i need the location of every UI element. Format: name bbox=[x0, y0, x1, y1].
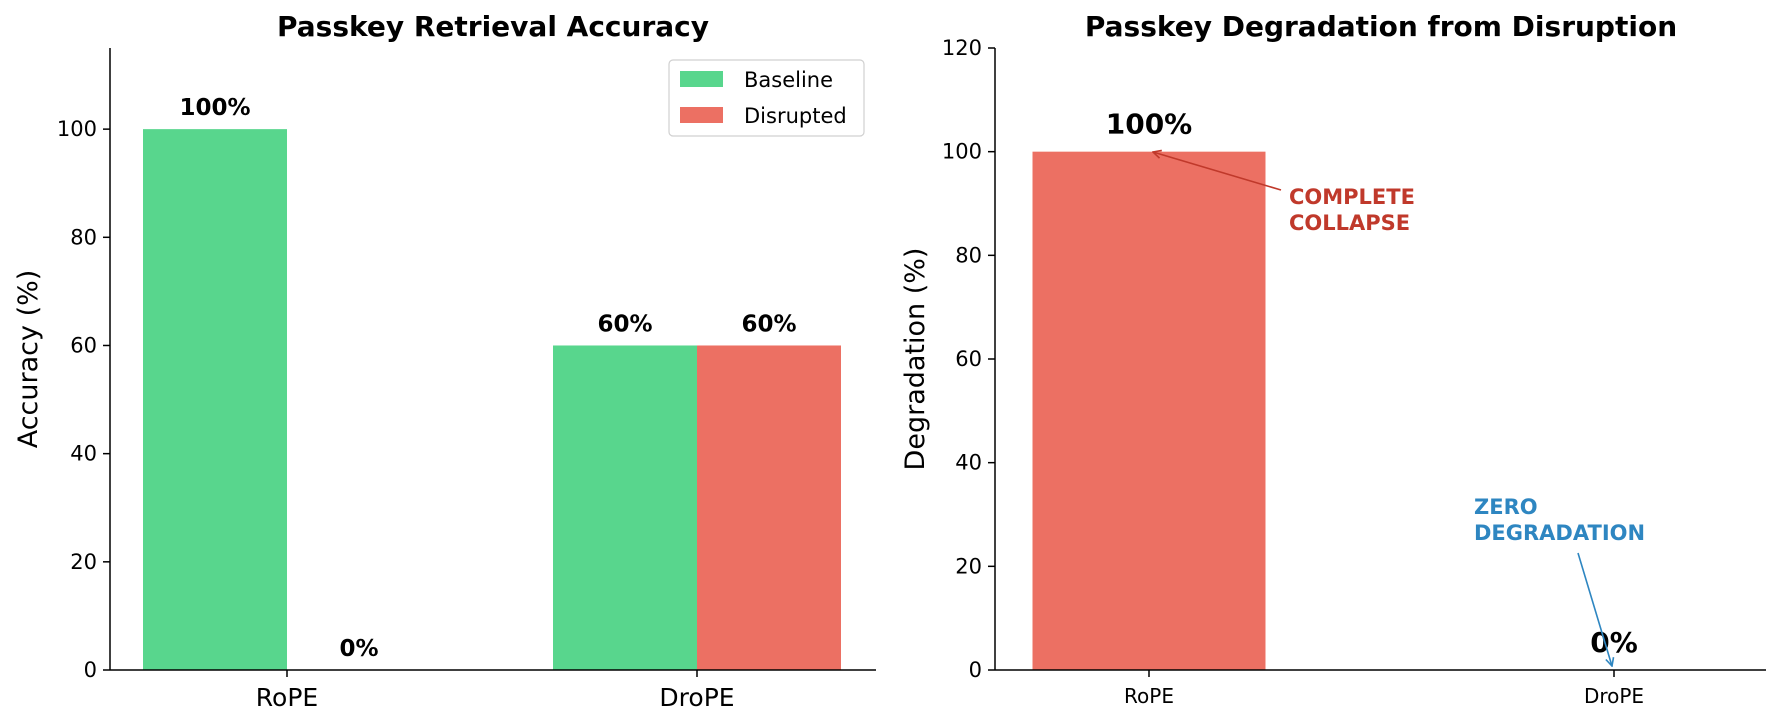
bar-baseline-drope bbox=[553, 345, 697, 670]
left-y-tick-label: 40 bbox=[70, 442, 97, 466]
right-y-tick-label: 120 bbox=[942, 36, 982, 60]
data-label-degradation-rope: 100% bbox=[1106, 108, 1193, 141]
right-x-ticks: RoPE DroPE bbox=[1124, 670, 1644, 708]
right-x-tick-label: DroPE bbox=[1584, 684, 1644, 708]
right-y-tick-label: 0 bbox=[969, 658, 982, 682]
right-y-ticks: 0 20 40 60 80 100 120 bbox=[942, 36, 995, 682]
legend: Baseline Disrupted bbox=[668, 59, 865, 137]
left-y-tick-label: 0 bbox=[84, 658, 97, 682]
legend-label-baseline: Baseline bbox=[744, 68, 833, 92]
data-label-baseline-rope: 100% bbox=[179, 95, 250, 121]
legend-label-disrupted: Disrupted bbox=[744, 104, 847, 128]
bar-disrupted-drope bbox=[697, 345, 841, 670]
left-y-tick-label: 60 bbox=[70, 333, 97, 357]
left-chart-title: Passkey Retrieval Accuracy bbox=[277, 10, 709, 43]
data-label-disrupted-drope: 60% bbox=[741, 311, 796, 337]
left-data-labels: 100% 60% 0% 60% bbox=[179, 95, 796, 662]
left-y-tick-label: 20 bbox=[70, 550, 97, 574]
data-label-degradation-drope: 0% bbox=[1590, 626, 1638, 659]
annotation-arrow-blue bbox=[1577, 552, 1612, 666]
annotation-complete-collapse-line1: COMPLETE bbox=[1289, 185, 1415, 209]
left-y-tick-label: 80 bbox=[70, 225, 97, 249]
left-bars bbox=[143, 129, 841, 670]
bar-baseline-rope bbox=[143, 129, 287, 670]
left-x-ticks: RoPE DroPE bbox=[256, 670, 735, 712]
right-chart-title: Passkey Degradation from Disruption bbox=[1085, 10, 1677, 43]
right-x-tick-label: RoPE bbox=[1124, 684, 1174, 708]
left-y-axis-label: Accuracy (%) bbox=[13, 270, 44, 449]
right-y-tick-label: 100 bbox=[942, 140, 982, 164]
degradation-chart: Passkey Degradation from Disruption 100%… bbox=[900, 10, 1766, 708]
right-y-axis-label: Degradation (%) bbox=[900, 248, 931, 471]
data-label-baseline-drope: 60% bbox=[597, 311, 652, 337]
right-bars bbox=[1032, 151, 1266, 670]
right-y-tick-label: 80 bbox=[955, 243, 982, 267]
annotation-zero-degradation-line1: ZERO bbox=[1474, 495, 1538, 519]
annotation-zero-degradation-line2: DEGRADATION bbox=[1474, 521, 1645, 545]
annotation-arrow-red bbox=[1153, 152, 1282, 191]
annotation-complete-collapse: COMPLETE COLLAPSE bbox=[1153, 152, 1415, 235]
left-y-ticks: 0 20 40 60 80 100 bbox=[57, 117, 110, 682]
legend-swatch-disrupted bbox=[680, 107, 723, 123]
right-data-labels: 100% 0% bbox=[1106, 108, 1638, 659]
right-y-tick-label: 40 bbox=[955, 451, 982, 475]
accuracy-chart: Passkey Retrieval Accuracy 100%60%0%60% … bbox=[13, 10, 876, 712]
left-x-tick-label: RoPE bbox=[256, 683, 318, 712]
bar-degradation-rope bbox=[1032, 151, 1266, 670]
left-x-tick-label: DroPE bbox=[659, 683, 734, 712]
annotation-zero-degradation: ZERO DEGRADATION bbox=[1474, 495, 1645, 666]
left-y-tick-label: 100 bbox=[57, 117, 97, 141]
right-y-tick-label: 20 bbox=[955, 554, 982, 578]
right-y-tick-label: 60 bbox=[955, 347, 982, 371]
data-label-disrupted-rope: 0% bbox=[339, 636, 378, 662]
legend-swatch-baseline bbox=[680, 71, 723, 87]
annotation-complete-collapse-line2: COLLAPSE bbox=[1289, 211, 1410, 235]
